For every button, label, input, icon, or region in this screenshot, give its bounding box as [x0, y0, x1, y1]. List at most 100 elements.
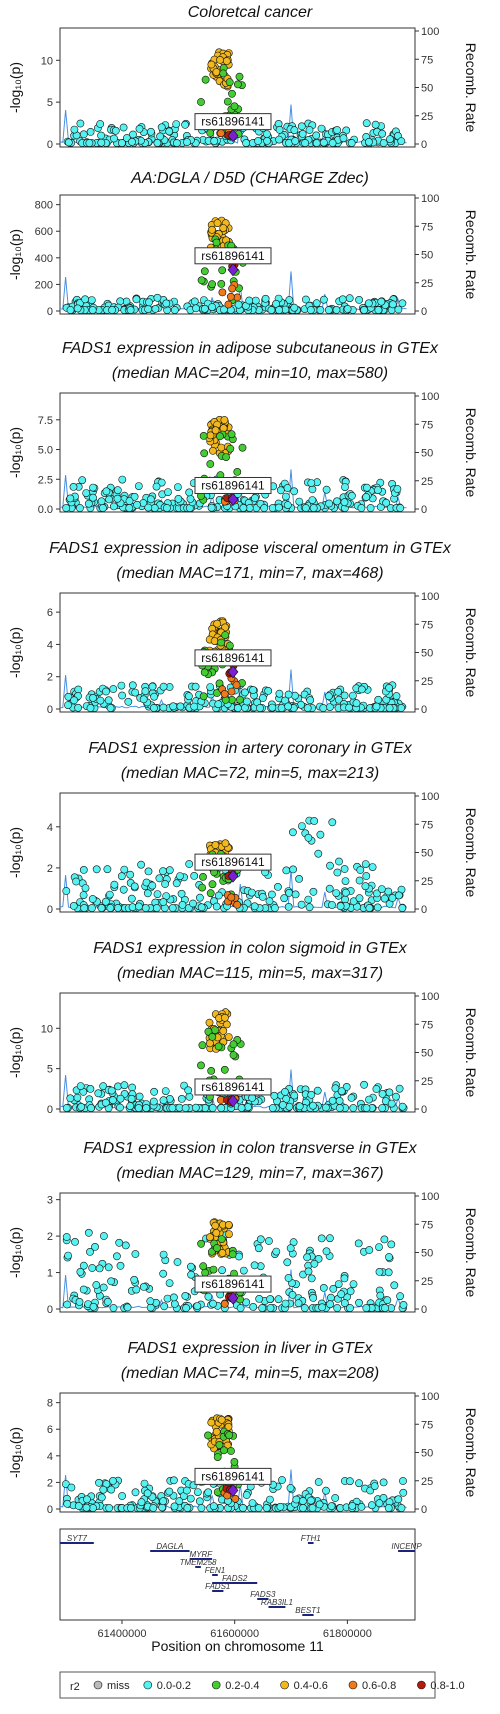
data-point [396, 1292, 404, 1301]
data-point [109, 1096, 117, 1105]
data-point [128, 137, 136, 146]
data-point [220, 416, 229, 424]
data-point [301, 295, 310, 304]
data-point [309, 1101, 317, 1110]
data-point [375, 1268, 384, 1276]
data-point [324, 692, 333, 701]
data-point [111, 126, 120, 135]
data-point [116, 1103, 124, 1112]
data-point [218, 1266, 226, 1275]
data-point [328, 1096, 337, 1105]
data-point [230, 1458, 239, 1466]
panel-title: FADS1 expression in adipose subcutaneous… [62, 340, 439, 357]
recomb-tick-label: 25 [421, 476, 433, 488]
data-point [397, 704, 406, 712]
data-point [267, 890, 276, 899]
data-point [76, 504, 84, 512]
data-point [161, 880, 169, 888]
data-point [304, 895, 313, 904]
data-point [326, 861, 334, 870]
data-point [168, 1104, 177, 1112]
y-tick-label: 6 [47, 1424, 53, 1436]
data-point [362, 872, 371, 880]
data-point [349, 1104, 358, 1112]
data-point [308, 1504, 317, 1512]
recomb-tick-label: 75 [421, 419, 433, 431]
data-point [92, 1281, 101, 1289]
data-point [208, 1104, 217, 1112]
y-tick-label: 2 [47, 1231, 53, 1243]
data-point [192, 304, 200, 313]
data-point [172, 879, 181, 888]
data-point [371, 120, 380, 129]
data-point [394, 305, 403, 314]
data-point [310, 817, 319, 825]
data-point [382, 498, 391, 507]
data-point [258, 1304, 267, 1312]
data-point [236, 1295, 244, 1304]
data-point [288, 1291, 297, 1299]
data-point [282, 1095, 291, 1103]
data-point [143, 1489, 152, 1498]
data-point [340, 498, 349, 507]
data-point [169, 1476, 178, 1485]
data-point [114, 904, 122, 912]
y-tick-label: 8 [47, 1398, 53, 1410]
lead-snp-label: rs61896141 [201, 249, 265, 263]
data-point [165, 866, 174, 875]
data-point [244, 1103, 252, 1111]
panel-7: FADS1 expression in colon transverse in … [7, 1140, 479, 1316]
data-point [153, 138, 162, 147]
data-point [316, 830, 325, 839]
data-point [340, 1299, 349, 1307]
y-tick-label: 0.0 [38, 504, 53, 516]
data-point [207, 60, 216, 69]
panel-2: AA:DGLA / D5D (CHARGE Zdec) 0 200 400 600 800… [7, 170, 479, 318]
data-point [207, 1067, 216, 1075]
data-point [278, 1476, 286, 1484]
data-point [228, 1250, 237, 1259]
data-point [212, 902, 221, 911]
data-point [133, 500, 141, 509]
y-tick-label: 7.5 [38, 415, 53, 427]
recomb-axis-label: Recomb. Rate [463, 1008, 479, 1098]
panel-4: FADS1 expression in adipose visceral ome… [7, 540, 479, 716]
data-point [227, 1447, 235, 1455]
data-point [361, 882, 370, 891]
data-point [345, 703, 353, 712]
data-point [233, 704, 242, 712]
data-point [235, 72, 244, 81]
data-point [220, 1065, 229, 1074]
data-point [89, 1302, 98, 1311]
data-point [207, 503, 216, 512]
y-tick-label: 4 [47, 639, 53, 651]
data-point [128, 681, 137, 690]
data-point [172, 120, 181, 128]
data-point [209, 1502, 218, 1511]
y-tick-label: 0 [47, 904, 53, 916]
x-tick-label: 61800000 [323, 1628, 372, 1640]
data-point [159, 703, 168, 712]
data-point [131, 688, 140, 697]
data-point [130, 492, 139, 501]
data-point [240, 688, 249, 697]
recomb-tick-label: 50 [421, 1248, 433, 1260]
data-point [346, 1287, 355, 1296]
data-point [183, 1504, 192, 1512]
data-point [206, 1233, 214, 1242]
panel-3: FADS1 expression in adipose subcutaneous… [7, 340, 479, 516]
data-point [334, 687, 342, 696]
recomb-tick-label: 75 [421, 1219, 433, 1231]
data-point [290, 1091, 299, 1100]
data-point [217, 279, 226, 288]
y-axis-label: -log₁₀(p) [7, 229, 23, 280]
panel-title: FADS1 expression in liver in GTEx [127, 1340, 373, 1357]
data-point [186, 1494, 195, 1503]
data-point [157, 478, 166, 487]
data-point [332, 889, 341, 897]
data-point [134, 902, 143, 911]
data-point [64, 138, 73, 147]
data-point [231, 1494, 240, 1503]
y-tick-label: 0 [47, 1304, 53, 1316]
data-point [126, 870, 135, 879]
